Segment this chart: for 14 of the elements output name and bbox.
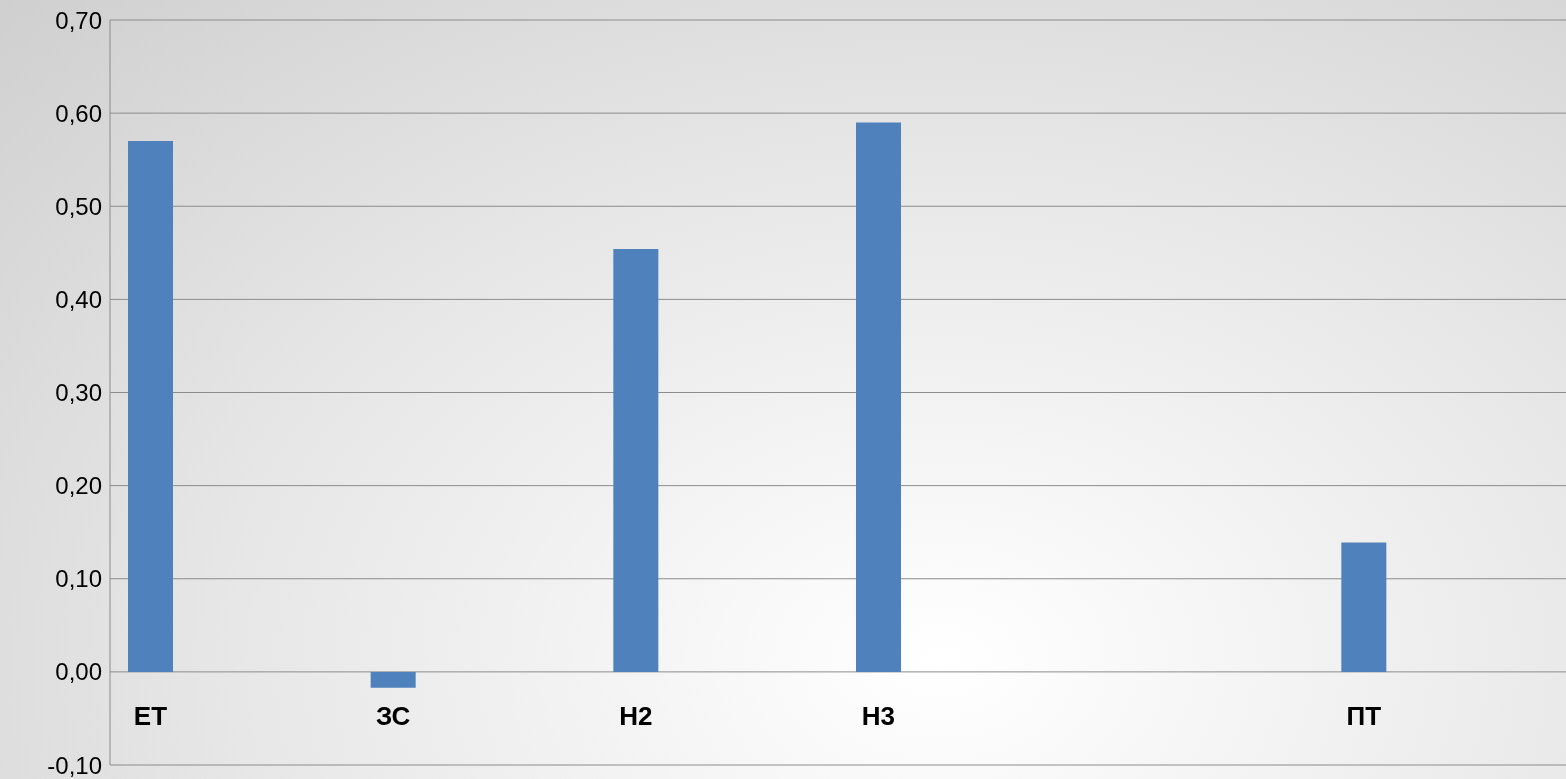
x-tick-label: Н3 bbox=[861, 701, 896, 731]
x-tick-label: ЕТ bbox=[133, 701, 168, 731]
x-tick-label: Н2 bbox=[619, 701, 653, 731]
y-tick-label: 0,70 bbox=[55, 6, 102, 34]
x-tick-label: ПТ bbox=[1346, 701, 1382, 731]
y-tick-label: -0,10 bbox=[47, 751, 102, 779]
y-tick-label: 0,50 bbox=[55, 192, 102, 220]
x-tick-label: ЗС bbox=[375, 701, 411, 731]
y-tick-label: 0,40 bbox=[55, 285, 102, 313]
y-tick-label: 0,60 bbox=[55, 99, 102, 127]
y-tick-label: 0,20 bbox=[55, 472, 102, 500]
y-tick-label: 0,30 bbox=[55, 379, 102, 407]
y-tick-label: 0,10 bbox=[55, 565, 102, 593]
y-tick-label: 0,00 bbox=[55, 658, 102, 686]
